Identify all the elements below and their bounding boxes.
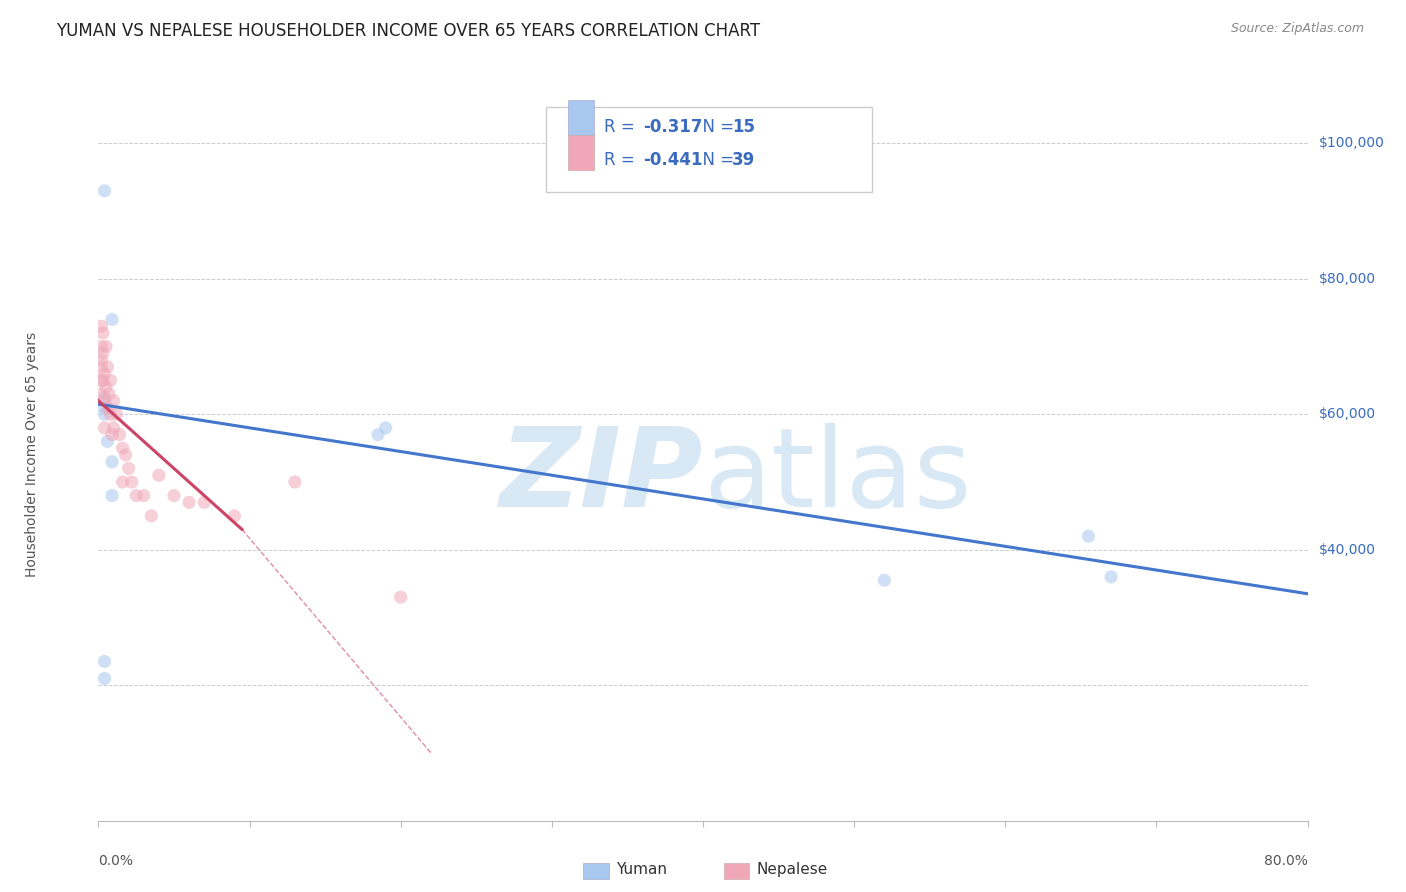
Point — [374, 421, 396, 435]
Text: $40,000: $40,000 — [1319, 542, 1375, 557]
Text: 80.0%: 80.0% — [1264, 854, 1308, 868]
Text: atlas: atlas — [703, 424, 972, 531]
Text: 15: 15 — [731, 118, 755, 136]
Text: N =: N = — [692, 151, 740, 169]
Point — [367, 427, 389, 442]
Point — [96, 359, 118, 374]
Point — [873, 573, 896, 587]
Point — [111, 441, 134, 455]
Point — [132, 489, 155, 503]
Point — [121, 475, 143, 489]
Text: 39: 39 — [731, 151, 755, 169]
Point — [94, 340, 117, 354]
Text: R =: R = — [603, 151, 640, 169]
Point — [93, 367, 115, 381]
Point — [90, 340, 112, 354]
Text: Householder Income Over 65 years: Householder Income Over 65 years — [25, 333, 39, 577]
Point — [91, 346, 114, 360]
Point — [177, 495, 201, 509]
Point — [101, 489, 124, 503]
Point — [93, 421, 115, 435]
Point — [90, 359, 112, 374]
Point — [1099, 570, 1122, 584]
Point — [93, 401, 115, 415]
Text: -0.441: -0.441 — [643, 151, 703, 169]
Point — [103, 393, 125, 408]
Point — [93, 407, 115, 421]
Point — [101, 427, 124, 442]
Point — [101, 312, 124, 326]
Point — [94, 380, 117, 394]
Point — [141, 508, 163, 523]
Point — [100, 373, 122, 387]
Point — [90, 373, 112, 387]
Text: 0.0%: 0.0% — [98, 854, 134, 868]
Point — [1077, 529, 1099, 543]
Text: N =: N = — [692, 118, 740, 136]
Point — [90, 353, 112, 368]
Point — [93, 184, 115, 198]
Point — [90, 387, 112, 401]
Point — [93, 672, 115, 686]
Text: Nepalese: Nepalese — [756, 863, 828, 877]
Text: ZIP: ZIP — [499, 424, 703, 531]
Text: Yuman: Yuman — [616, 863, 666, 877]
Point — [224, 508, 246, 523]
Point — [193, 495, 215, 509]
Text: R =: R = — [603, 118, 640, 136]
Point — [93, 390, 115, 404]
Point — [93, 655, 115, 669]
Point — [90, 319, 112, 334]
Point — [389, 590, 412, 604]
Point — [96, 401, 118, 415]
Point — [148, 468, 170, 483]
Point — [101, 455, 124, 469]
Point — [103, 421, 125, 435]
Point — [98, 387, 121, 401]
Point — [105, 407, 128, 421]
Point — [108, 427, 131, 442]
Point — [163, 489, 186, 503]
Point — [114, 448, 136, 462]
Point — [96, 434, 118, 449]
Text: $80,000: $80,000 — [1319, 272, 1376, 285]
Point — [100, 407, 122, 421]
Point — [93, 393, 115, 408]
Point — [91, 326, 114, 340]
Text: Source: ZipAtlas.com: Source: ZipAtlas.com — [1230, 22, 1364, 36]
Text: YUMAN VS NEPALESE HOUSEHOLDER INCOME OVER 65 YEARS CORRELATION CHART: YUMAN VS NEPALESE HOUSEHOLDER INCOME OVE… — [56, 22, 761, 40]
Point — [284, 475, 307, 489]
Point — [125, 489, 148, 503]
Point — [118, 461, 141, 475]
Text: $60,000: $60,000 — [1319, 408, 1376, 421]
Text: -0.317: -0.317 — [643, 118, 703, 136]
Text: $100,000: $100,000 — [1319, 136, 1385, 151]
Point — [91, 373, 114, 387]
Point — [111, 475, 134, 489]
